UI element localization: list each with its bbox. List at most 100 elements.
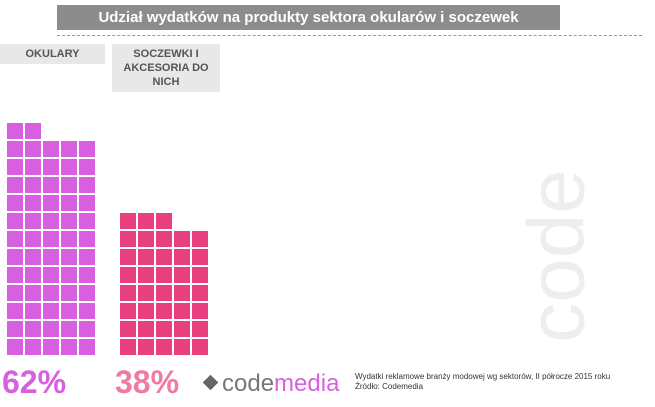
- waffle-cell: [79, 303, 95, 319]
- waffle-cell: [120, 285, 136, 301]
- waffle-cell: [192, 339, 208, 355]
- waffle-cell: [7, 321, 23, 337]
- footnote-line: Źródło: Codemedia: [355, 382, 424, 391]
- waffle-cell: [7, 303, 23, 319]
- waffle-cell: [43, 141, 59, 157]
- waffle-cell: [79, 141, 95, 157]
- waffle-cell: [7, 213, 23, 229]
- waffle-cell: [61, 213, 77, 229]
- waffle-cell: [120, 249, 136, 265]
- waffle-cell: [79, 195, 95, 211]
- waffle-cell: [156, 285, 172, 301]
- waffle-cell: [61, 177, 77, 193]
- value-label: 62%: [2, 364, 67, 400]
- logo: codemedia: [202, 370, 340, 398]
- waffle-cell: [79, 213, 95, 229]
- waffle-cell: [61, 141, 77, 157]
- waffle-cell: [120, 267, 136, 283]
- divider: [57, 35, 642, 36]
- waffle-cell: [7, 177, 23, 193]
- waffle-cell: [192, 303, 208, 319]
- waffle-cell: [174, 249, 190, 265]
- waffle-cell: [79, 321, 95, 337]
- waffle-cell: [61, 339, 77, 355]
- waffle-cell: [25, 321, 41, 337]
- waffle-cell: [156, 231, 172, 247]
- waffle-cell: [138, 267, 154, 283]
- footnote-line: Wydatki reklamowe branży modowej wg sekt…: [355, 372, 611, 381]
- waffle-cell: [25, 231, 41, 247]
- logo-part: media: [274, 370, 340, 397]
- waffle-cell: [192, 267, 208, 283]
- waffle-cell: [120, 339, 136, 355]
- waffle-cell: [61, 321, 77, 337]
- waffle-cell: [25, 339, 41, 355]
- waffle-cell: [138, 339, 154, 355]
- waffle-cell: [138, 303, 154, 319]
- waffle-cell: [7, 141, 23, 157]
- waffle-cell: [25, 177, 41, 193]
- waffle-cell: [43, 321, 59, 337]
- waffle-cell: [43, 159, 59, 175]
- waffle-cell: [25, 123, 41, 139]
- waffle-cell: [25, 285, 41, 301]
- waffle-cell: [192, 321, 208, 337]
- waffle-cell: [43, 177, 59, 193]
- waffle-cell: [7, 249, 23, 265]
- waffle-cell: [43, 213, 59, 229]
- waffle-cell: [174, 321, 190, 337]
- waffle-cell: [7, 285, 23, 301]
- waffle-cell: [7, 231, 23, 247]
- waffle-cell: [61, 231, 77, 247]
- waffle-cell: [192, 231, 208, 247]
- waffle-cell: [156, 213, 172, 229]
- waffle-cell: [61, 267, 77, 283]
- waffle-cell: [43, 285, 59, 301]
- waffle-cell: [25, 249, 41, 265]
- waffle-cell: [79, 231, 95, 247]
- waffle-cell: [174, 339, 190, 355]
- waffle-cell: [138, 285, 154, 301]
- waffle-cell: [61, 159, 77, 175]
- waffle-cell: [120, 303, 136, 319]
- waffle-cell: [7, 195, 23, 211]
- waffle-cell: [79, 339, 95, 355]
- value-label: 38%: [115, 364, 180, 400]
- waffle-cell: [174, 285, 190, 301]
- waffle-cell: [156, 339, 172, 355]
- waffle-cell: [192, 285, 208, 301]
- waffle-cell: [156, 249, 172, 265]
- waffle-cell: [79, 285, 95, 301]
- waffle-cell: [61, 195, 77, 211]
- waffle-cell: [25, 159, 41, 175]
- waffle-cell: [138, 321, 154, 337]
- waffle-cell: [79, 249, 95, 265]
- waffle-cell: [156, 321, 172, 337]
- waffle-cell: [43, 267, 59, 283]
- waffle-cell: [43, 303, 59, 319]
- waffle-cell: [25, 267, 41, 283]
- waffle-cell: [120, 321, 136, 337]
- waffle-cell: [156, 303, 172, 319]
- waffle-cell: [43, 231, 59, 247]
- waffle-cell: [25, 303, 41, 319]
- waffle-cell: [138, 213, 154, 229]
- waffle-cell: [43, 249, 59, 265]
- waffle-cell: [25, 141, 41, 157]
- waffle-cell: [7, 159, 23, 175]
- waffle-cell: [7, 123, 23, 139]
- waffle-cell: [120, 213, 136, 229]
- waffle-cell: [43, 195, 59, 211]
- waffle-cell: [43, 339, 59, 355]
- waffle-cell: [138, 231, 154, 247]
- waffle-cell: [7, 267, 23, 283]
- waffle-cell: [174, 267, 190, 283]
- waffle-cell: [61, 285, 77, 301]
- waffle-cell: [25, 195, 41, 211]
- category-label: SOCZEWKI I AKCESORIA DO NICH: [112, 44, 220, 92]
- waffle-cell: [138, 249, 154, 265]
- chart-title: Udział wydatków na produkty sektora okul…: [57, 5, 560, 30]
- waffle-cell: [61, 249, 77, 265]
